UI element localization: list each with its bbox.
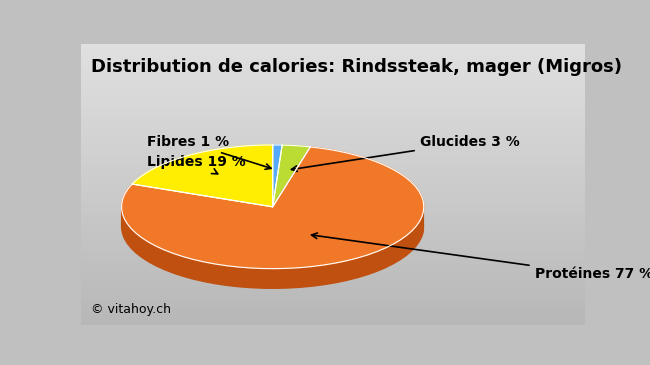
Polygon shape (132, 145, 273, 207)
Polygon shape (122, 147, 424, 269)
Polygon shape (122, 209, 423, 288)
Text: Lipides 19 %: Lipides 19 % (147, 155, 246, 174)
Text: Distribution de calories: Rindssteak, mager (Migros): Distribution de calories: Rindssteak, ma… (91, 58, 622, 76)
Text: © vitahoy.ch: © vitahoy.ch (91, 303, 172, 316)
Polygon shape (273, 145, 282, 207)
Text: Fibres 1 %: Fibres 1 % (147, 135, 271, 169)
Polygon shape (273, 145, 310, 207)
Text: Glucides 3 %: Glucides 3 % (291, 135, 519, 172)
Text: Protéines 77 %: Protéines 77 % (311, 233, 650, 281)
